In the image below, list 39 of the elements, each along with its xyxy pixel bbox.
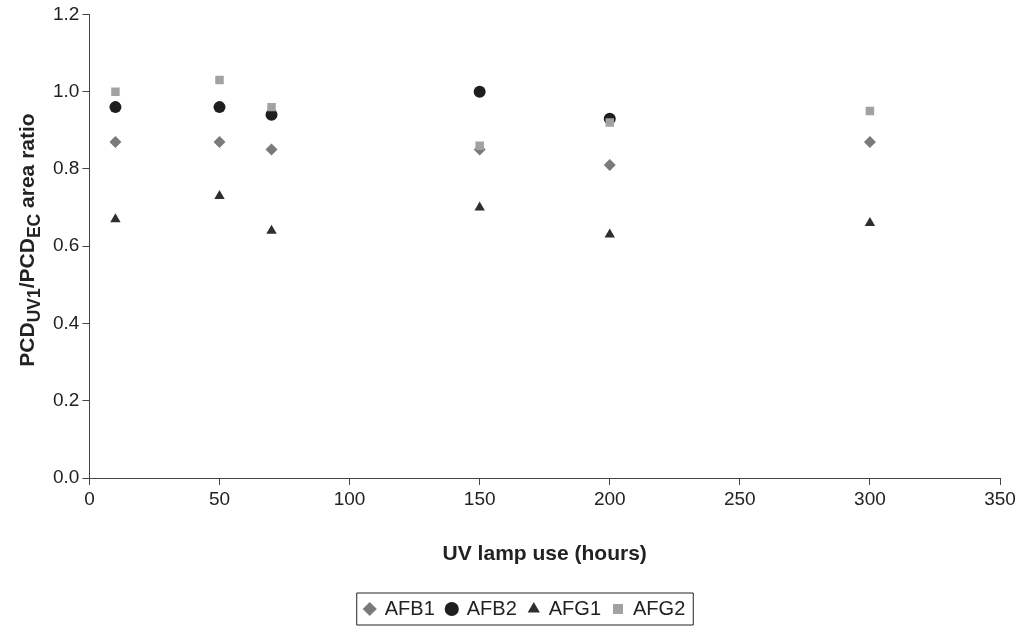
point bbox=[473, 85, 486, 98]
point bbox=[265, 143, 278, 156]
x-tick-label: 250 bbox=[723, 487, 756, 509]
y-tick-label: 0.6 bbox=[52, 234, 80, 256]
legend-label: AFB2 bbox=[466, 596, 517, 619]
point bbox=[111, 87, 120, 96]
x-tick-label: 300 bbox=[854, 487, 886, 509]
point bbox=[213, 101, 226, 114]
point bbox=[215, 75, 224, 85]
legend-label: AFG1 bbox=[548, 596, 602, 619]
point bbox=[603, 159, 616, 172]
y-tick-label: 0.4 bbox=[52, 311, 80, 333]
point bbox=[864, 217, 876, 227]
y-tick-label: 1.0 bbox=[52, 79, 80, 101]
y-tick-label: 0.2 bbox=[52, 388, 80, 410]
point bbox=[604, 228, 615, 238]
y-tick-label: 0.8 bbox=[52, 157, 80, 179]
x-tick-label: 100 bbox=[333, 487, 366, 509]
legend-label: AFG2 bbox=[633, 596, 686, 619]
x-tick-label: 350 bbox=[984, 487, 1016, 509]
y-tick-label: 0.0 bbox=[52, 466, 80, 488]
point bbox=[213, 135, 226, 148]
point bbox=[863, 135, 876, 148]
legend-label: AFB1 bbox=[384, 596, 435, 619]
point bbox=[109, 101, 122, 114]
point bbox=[267, 102, 276, 112]
point bbox=[474, 201, 485, 211]
x-tick-label: 150 bbox=[463, 487, 496, 509]
x-tick-label: 200 bbox=[593, 487, 626, 509]
x-axis-title: UV lamp use (hours) bbox=[442, 541, 647, 565]
x-tick-label: 0 bbox=[84, 487, 95, 509]
point bbox=[266, 224, 277, 234]
point bbox=[475, 141, 484, 150]
point bbox=[605, 118, 614, 127]
x-tick-label: 50 bbox=[208, 487, 231, 509]
y-tick-label: 1.2 bbox=[52, 2, 80, 24]
point bbox=[214, 189, 225, 199]
point bbox=[110, 213, 121, 223]
point bbox=[109, 135, 122, 148]
